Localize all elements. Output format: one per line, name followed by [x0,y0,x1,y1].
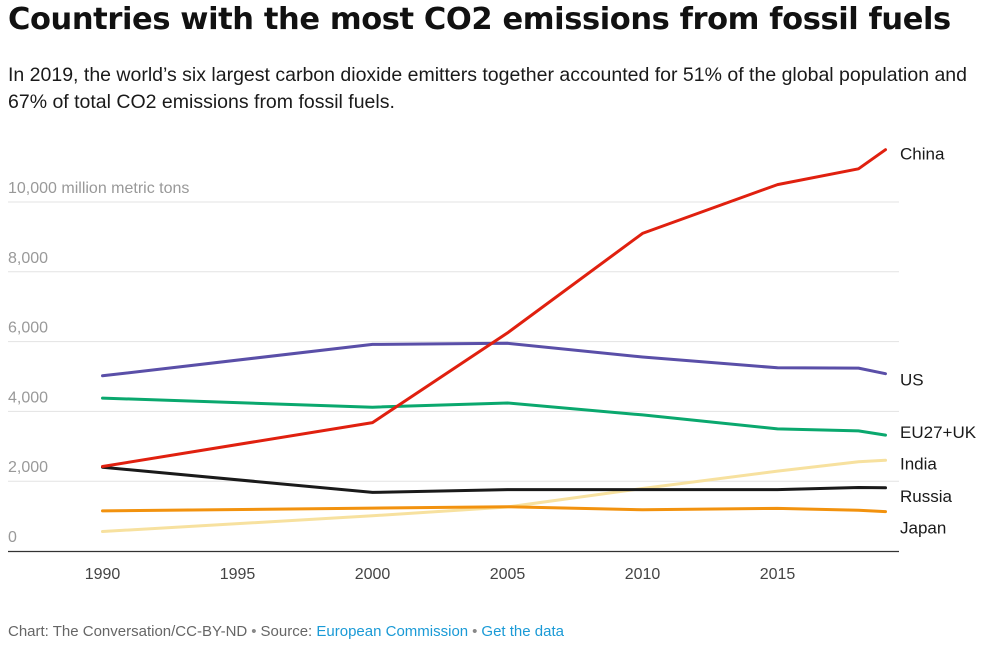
y-tick-label: 4,000 [8,389,48,406]
series-label: US [900,371,924,390]
chart-subtitle: In 2019, the world’s six largest carbon … [8,64,967,113]
series-label: EU27+UK [900,423,977,442]
footer-separator: • [472,623,478,640]
x-tick-label: 2015 [760,566,796,583]
series-line-us [101,341,887,378]
series-label: India [900,454,937,473]
series-line-india [101,458,887,533]
line-chart: 0 2,000 4,000 6,000 8,000 10,000 million metr… [8,145,977,583]
x-tick-label: 1990 [85,566,121,583]
series-labels: China US EU27+UK India Russia Japan [900,145,977,538]
x-tick-label: 2005 [490,566,526,583]
source-link[interactable]: European Commission [316,623,469,640]
chart-title: Countries with the most CO2 emissions fr… [8,2,951,37]
x-tick-label: 2010 [625,566,661,583]
y-tick-label: 2,000 [8,459,48,476]
series-line-japan [101,505,887,514]
y-axis-labels: 0 2,000 4,000 6,000 8,000 10,000 million metr… [8,180,189,546]
gridlines [8,201,899,482]
credit-text: Chart: The Conversation/CC-BY-ND [8,623,248,640]
get-data-link[interactable]: Get the data [481,623,564,640]
x-tick-label: 2000 [355,566,391,583]
y-tick-label: 6,000 [8,320,48,337]
source-prefix: Source: [260,623,313,640]
series-line-russia [101,465,887,494]
series-label: China [900,145,945,164]
series-line-china [101,148,887,468]
x-tick-label: 1995 [220,566,256,583]
y-tick-label: 8,000 [8,250,48,267]
y-tick-label: 0 [8,529,17,546]
chart-footer: Chart: The Conversation/CC-BY-ND • Source:… [8,623,564,640]
series-line-eu27-uk [101,396,887,437]
y-unit-label: 10,000 million metric tons [8,180,189,197]
series-label: Japan [900,519,946,538]
series-label: Russia [900,487,953,506]
footer-separator: • [251,623,257,640]
x-axis-labels: 1990 1995 2000 2005 2010 2015 [85,566,796,583]
series-lines [101,148,887,533]
